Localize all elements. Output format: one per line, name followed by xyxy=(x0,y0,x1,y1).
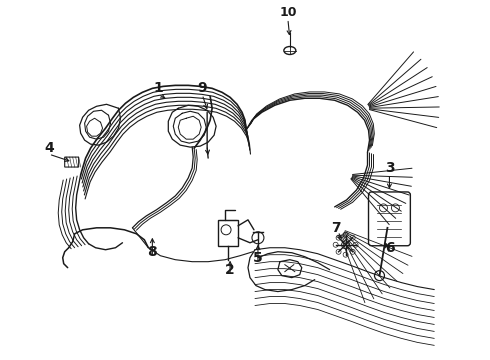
Text: 9: 9 xyxy=(197,81,207,95)
Text: 2: 2 xyxy=(225,263,235,276)
Text: 1: 1 xyxy=(153,81,163,95)
Text: 8: 8 xyxy=(147,245,157,259)
Text: 5: 5 xyxy=(253,251,263,265)
Text: 6: 6 xyxy=(385,241,394,255)
Text: 4: 4 xyxy=(44,141,53,155)
Text: 3: 3 xyxy=(385,161,394,175)
Text: 7: 7 xyxy=(331,221,341,235)
Text: 10: 10 xyxy=(279,6,296,19)
